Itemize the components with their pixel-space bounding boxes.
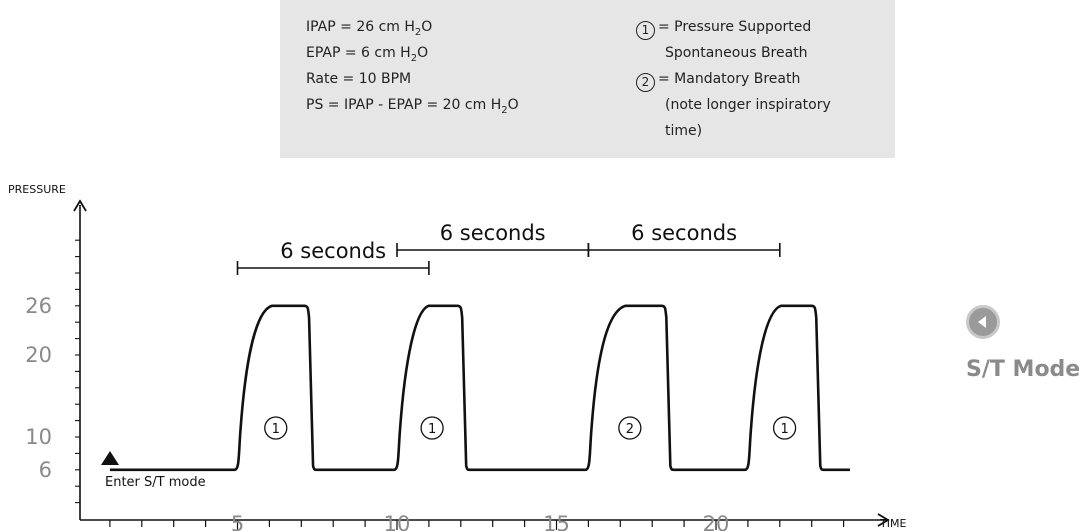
legend-param-4: PS = IPAP - EPAP = 20 cm H2O [306,97,519,116]
x-axis-arrow [877,513,890,527]
breath-marker-label: 1 [780,422,788,437]
x-tick-label: 10 [384,512,411,531]
x-axis-label: TIME [879,517,906,530]
breath-marker-circle [264,416,288,440]
x-tick-label: 15 [543,512,570,531]
breath-marker: 2 [618,416,642,440]
legend-key-line-1: 1 = Pressure Supported [636,18,811,40]
interval-brackets: 6 seconds 6 seconds 6 seconds [236,221,781,275]
interval-label: 6 seconds [280,239,386,263]
breath-marker-circle [772,416,797,440]
breath-type-marker: 1 [636,21,655,40]
interval-label: 6 seconds [440,221,546,245]
breath-marker-label: 1 [272,422,280,437]
interval-bracket: 6 seconds [396,221,590,257]
y-tick-label: 10 [25,425,52,449]
legend-key-line-3: 2 = Mandatory Breath [636,70,800,92]
breath-type-marker: 2 [636,73,655,92]
breath-marker-label: 1 [428,422,436,437]
breath-marker: 1 [772,416,797,440]
legend-param-3: Rate = 10 BPM [306,71,412,87]
legend-key-line-5: time) [665,123,703,139]
legend-param-1: IPAP = 26 cm H2O [306,19,433,38]
start-marker-icon [101,451,119,465]
legend-param-2: EPAP = 6 cm H2O [306,45,429,64]
breath-marker: 1 [420,416,444,440]
start-marker-label: Enter S/T mode [105,475,206,490]
y-tick-label: 26 [25,294,52,318]
breath-marker-circle [618,416,642,440]
breath-markers: 1 1 2 1 [264,416,797,440]
x-tick-label: 5 [231,512,244,531]
interval-label: 6 seconds [631,221,737,245]
chart-labels: 5 10 15 20 6 10 20 26 PRESSURE TIME Enter S/T mode [8,183,906,531]
interval-bracket: 6 seconds [236,239,430,275]
interval-bracket: 6 seconds [587,221,781,257]
chart-ticks [75,239,845,530]
legend-key-line-2: Spontaneous Breath [665,45,808,61]
legend-box: IPAP = 26 cm H2O EPAP = 6 cm H2O Rate = 10… [280,0,895,158]
y-tick-label: 6 [39,458,52,482]
breath-marker-circle [420,416,444,440]
legend-key-line-4: (note longer inspiratory [665,97,831,113]
back-button[interactable] [966,305,1000,339]
x-tick-label: 20 [703,512,730,531]
y-tick-label: 20 [25,343,52,367]
pressure-waveform [109,304,850,472]
breath-marker: 1 [264,416,288,440]
breath-marker-label: 2 [626,422,634,437]
chart-axes [73,199,890,527]
back-arrow-icon [978,316,986,328]
y-axis-label: PRESSURE [8,183,66,196]
mode-label: S/T Mode [966,357,1081,382]
y-axis-arrow [73,199,87,212]
